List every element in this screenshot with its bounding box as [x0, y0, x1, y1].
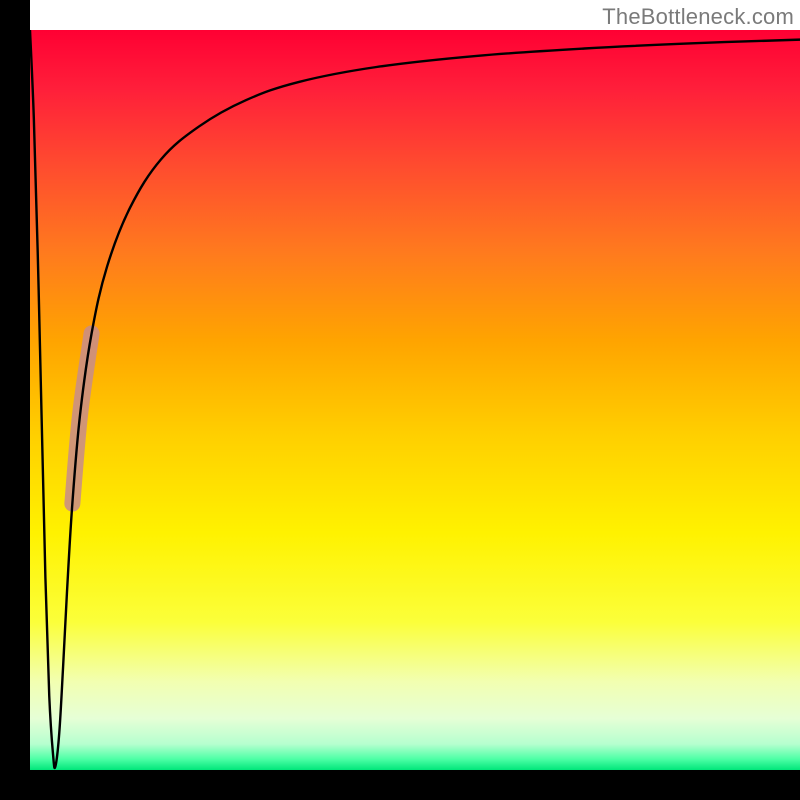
watermark-text: TheBottleneck.com: [602, 4, 794, 30]
axis-border-left: [0, 0, 30, 800]
chart-container: TheBottleneck.com: [0, 0, 800, 800]
plot-background: [30, 30, 800, 770]
chart-svg: [0, 0, 800, 800]
axis-border-bottom: [0, 770, 800, 800]
